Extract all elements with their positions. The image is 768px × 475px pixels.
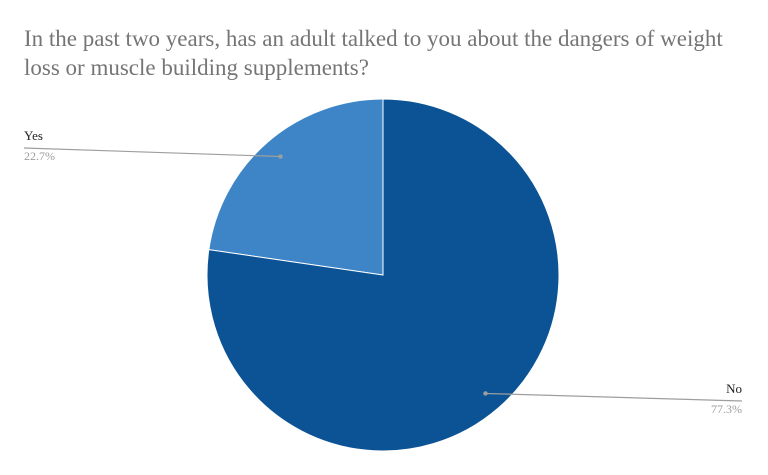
slice-label-no: No <box>726 381 742 396</box>
pie-slice-yes <box>208 98 384 276</box>
chart-title: In the past two years, has an adult talk… <box>24 26 723 80</box>
leader-line-yes <box>23 147 281 158</box>
leader-line-no <box>485 392 743 402</box>
pie-slice-no <box>206 98 560 452</box>
leader-dot-yes <box>278 154 283 159</box>
slice-percent-no: 77.3% <box>711 402 742 416</box>
slice-percent-yes: 22.7% <box>24 149 55 163</box>
leader-dot-no <box>483 391 488 396</box>
pie-slices <box>206 98 560 452</box>
pie-leaders <box>23 147 743 402</box>
slice-label-yes: Yes <box>24 128 43 143</box>
